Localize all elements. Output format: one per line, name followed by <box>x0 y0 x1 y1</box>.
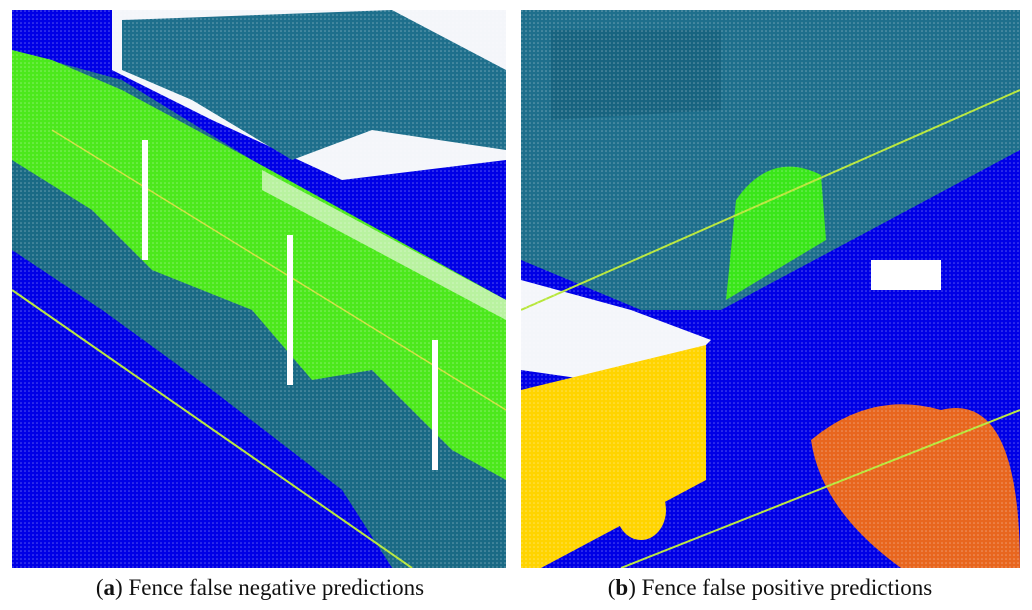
figure: (a) Fence false negative predictions (b)… <box>0 0 1032 610</box>
caption-label: b <box>615 575 628 600</box>
caption-text: ) Fence false negative predictions <box>115 575 424 600</box>
caption-label: a <box>104 575 116 600</box>
caption-b: (b) Fence false positive predictions <box>520 575 1020 601</box>
point-cloud-image-b <box>521 10 1020 568</box>
caption-text: ( <box>96 575 104 600</box>
caption-text: ) Fence false positive predictions <box>628 575 932 600</box>
caption-a: (a) Fence false negative predictions <box>10 575 510 601</box>
point-cloud-image-a <box>12 10 506 568</box>
